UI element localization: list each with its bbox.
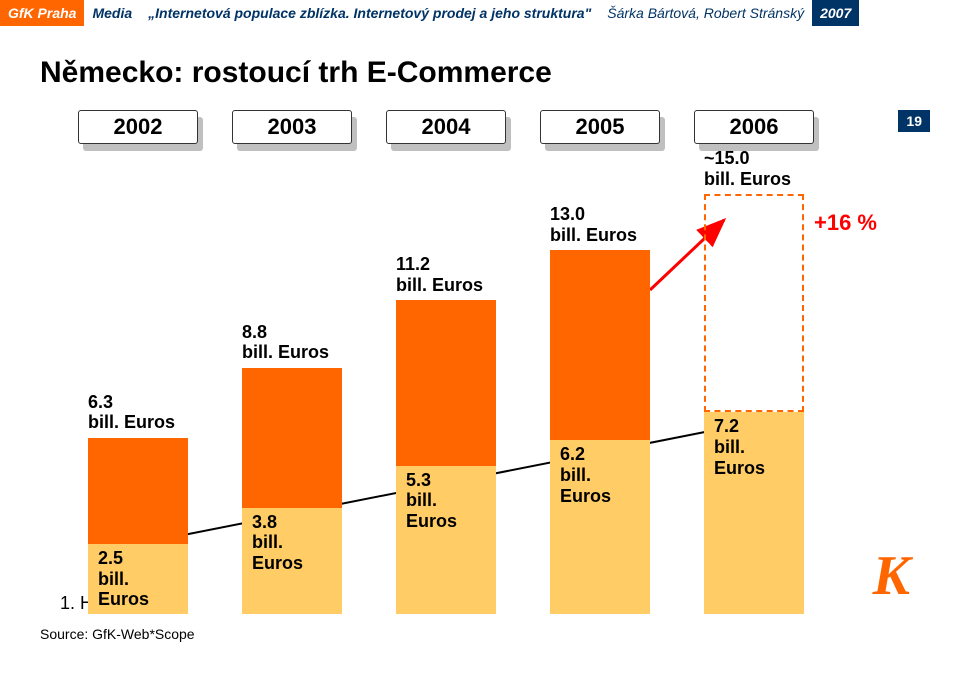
bar-total-label: 13.0bill. Euros xyxy=(550,204,680,245)
year-tab: 2006 xyxy=(694,110,814,144)
page-title: Německo: rostoucí trh E-Commerce xyxy=(40,56,960,90)
bar-hy-label: 2.5bill.Euros xyxy=(98,548,149,610)
bar-hy-label: 3.8bill.Euros xyxy=(252,512,303,574)
source-label: Source: GfK-Web*Scope xyxy=(40,626,195,642)
bar-hy-label: 5.3bill.Euros xyxy=(406,470,457,532)
year-tab: 2005 xyxy=(540,110,660,144)
bar-total-label: ~15.0bill. Euros xyxy=(704,148,834,189)
bar-full-year xyxy=(550,250,650,440)
bar-total-label: 8.8bill. Euros xyxy=(242,322,372,363)
bar-full-year xyxy=(396,300,496,465)
bar-full-year xyxy=(88,438,188,544)
gfk-logo-letter: K xyxy=(873,544,910,608)
bar-full-year xyxy=(242,368,342,508)
bar-projected xyxy=(704,194,804,412)
bar-hy-label: 6.2bill.Euros xyxy=(560,444,611,506)
year-tab: 2002 xyxy=(78,110,198,144)
page-number-badge: 19 xyxy=(898,110,930,132)
chart-area: 19 1. HY Source: GfK-Web*Scope K +16 % 2… xyxy=(0,110,960,650)
year-tab: 2003 xyxy=(232,110,352,144)
section-box: Media xyxy=(84,0,140,26)
growth-label: +16 % xyxy=(814,210,877,236)
bar-hy-label: 7.2bill.Euros xyxy=(714,416,765,478)
bar-total-label: 11.2bill. Euros xyxy=(396,254,526,295)
year-tab: 2004 xyxy=(386,110,506,144)
quote-box: „Internetová populace zblízka. Interneto… xyxy=(140,0,599,26)
authors-box: Šárka Bártová, Robert Stránský xyxy=(599,0,812,26)
brand-box: GfK Praha xyxy=(0,0,84,26)
header-bar: GfK Praha Media „Internetová populace zb… xyxy=(0,0,960,26)
year-box: 2007 xyxy=(812,0,859,26)
bar-total-label: 6.3bill. Euros xyxy=(88,392,218,433)
